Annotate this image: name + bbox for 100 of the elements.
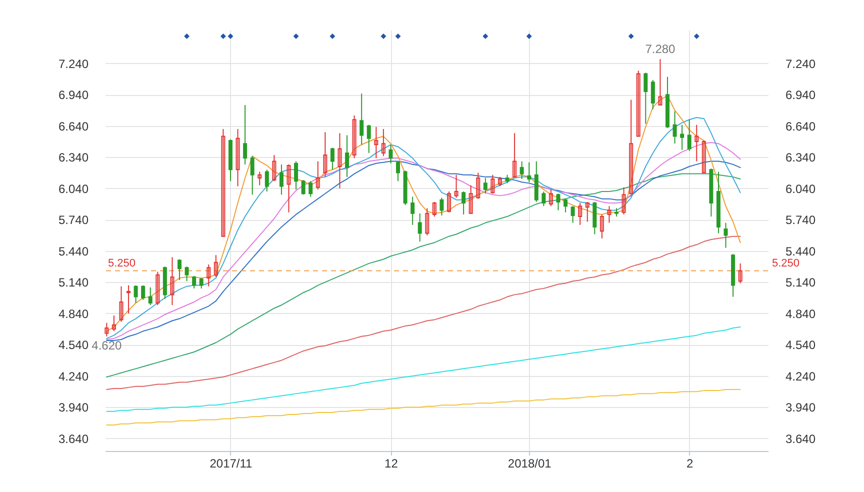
candlestick <box>418 212 422 242</box>
candlestick <box>520 160 524 180</box>
candlestick <box>680 124 684 150</box>
candlestick <box>636 70 640 137</box>
candlestick <box>432 201 436 218</box>
y2-tick-label: 6.340 <box>786 150 816 165</box>
candlestick <box>323 132 328 178</box>
candlestick <box>112 315 116 332</box>
candlestick <box>650 80 655 110</box>
y-tick-label: 3.940 <box>58 400 89 415</box>
y-tick-label: 5.140 <box>58 276 89 290</box>
x-tick-label: 2 <box>686 456 694 470</box>
y-tick-label: 6.040 <box>58 182 89 196</box>
y-tick-label: 7.240 <box>58 56 89 71</box>
candlestick <box>490 174 495 194</box>
candlestick <box>425 208 430 236</box>
y2-tick-label: 5.740 <box>786 213 816 228</box>
candlestick <box>141 284 146 300</box>
y2-tick-label: 4.540 <box>786 338 816 352</box>
y2-tick-label: 4.240 <box>786 369 816 384</box>
y-tick-label: 4.240 <box>58 369 89 384</box>
candlestick <box>476 172 480 200</box>
candlestick <box>236 128 240 187</box>
candlestick <box>454 174 458 198</box>
candlestick <box>462 191 466 215</box>
y2-tick-label: 5.440 <box>786 244 816 258</box>
candlestick <box>374 126 378 159</box>
candlestick <box>214 254 218 278</box>
candlestick <box>352 114 356 159</box>
candlestick <box>556 193 560 211</box>
text: 5.250 <box>772 258 800 270</box>
candlestick <box>294 160 298 190</box>
candlestick <box>527 162 532 183</box>
candlestick <box>134 284 138 304</box>
y2-tick-label: 6.040 <box>786 182 816 196</box>
y-tick-label: 6.340 <box>58 150 89 165</box>
candlestick <box>446 191 451 213</box>
candlestick <box>600 214 604 239</box>
candlestick <box>687 119 692 152</box>
candlestick <box>272 154 276 182</box>
candlestick <box>258 171 262 186</box>
candlestick <box>301 180 306 196</box>
candlestick <box>498 176 502 187</box>
candlestick <box>440 197 444 216</box>
candlestick <box>184 266 189 282</box>
annotation: 7.280 <box>645 42 676 56</box>
candlestick <box>199 278 204 289</box>
candlestick <box>148 286 152 306</box>
candlestick <box>548 188 553 207</box>
y-tick-label: 3.640 <box>58 432 89 446</box>
y2-tick-label: 3.640 <box>786 432 816 446</box>
candlestick <box>221 128 226 237</box>
candlestick <box>629 99 634 194</box>
candlestick <box>658 58 662 106</box>
candlestick <box>724 222 728 248</box>
candlestick <box>264 169 269 192</box>
candlestick <box>192 275 196 289</box>
candlestick <box>738 262 742 284</box>
candlestick <box>396 160 400 182</box>
y-tick-label: 6.940 <box>58 88 89 102</box>
candlestick <box>119 286 124 322</box>
candlestick <box>250 156 254 196</box>
candlestick <box>483 177 488 194</box>
candlestick <box>178 258 182 281</box>
candlestick <box>672 110 677 144</box>
candlestick <box>156 271 160 306</box>
y-tick-label: 5.740 <box>58 213 89 228</box>
candlestick <box>381 128 386 157</box>
annotation: 4.620 <box>92 338 122 352</box>
candlestick <box>338 132 342 189</box>
candlestick <box>512 132 517 178</box>
y-tick-label: 6.640 <box>58 119 89 134</box>
candlestick <box>585 201 590 222</box>
y-tick-label: 5.440 <box>58 244 89 258</box>
candlestick <box>388 144 393 164</box>
candlestick <box>644 72 648 124</box>
candlestick <box>694 124 699 162</box>
candlestick <box>578 202 582 226</box>
candlestick <box>622 186 626 215</box>
candlestick <box>206 264 211 287</box>
candlestick <box>410 196 415 226</box>
candlestick <box>286 164 291 213</box>
ref-line-label: 5.250 <box>108 258 136 270</box>
candlestick <box>345 134 350 178</box>
candlestick <box>542 191 546 207</box>
candlestick <box>607 206 612 224</box>
candlestick <box>360 93 364 146</box>
y-tick-label: 4.840 <box>58 306 89 321</box>
x-tick-label: 2017/11 <box>210 456 253 470</box>
candlestick <box>468 184 473 214</box>
candlestick <box>308 180 313 198</box>
x-tick-label: 12 <box>384 456 398 470</box>
candlestick <box>570 206 575 224</box>
y2-tick-label: 6.940 <box>786 88 816 102</box>
candlestick <box>592 201 597 235</box>
candlestick <box>104 322 109 337</box>
candlestick <box>243 104 248 165</box>
candlestick <box>316 160 320 190</box>
y2-tick-label: 3.940 <box>786 400 816 415</box>
line-series <box>106 389 741 426</box>
